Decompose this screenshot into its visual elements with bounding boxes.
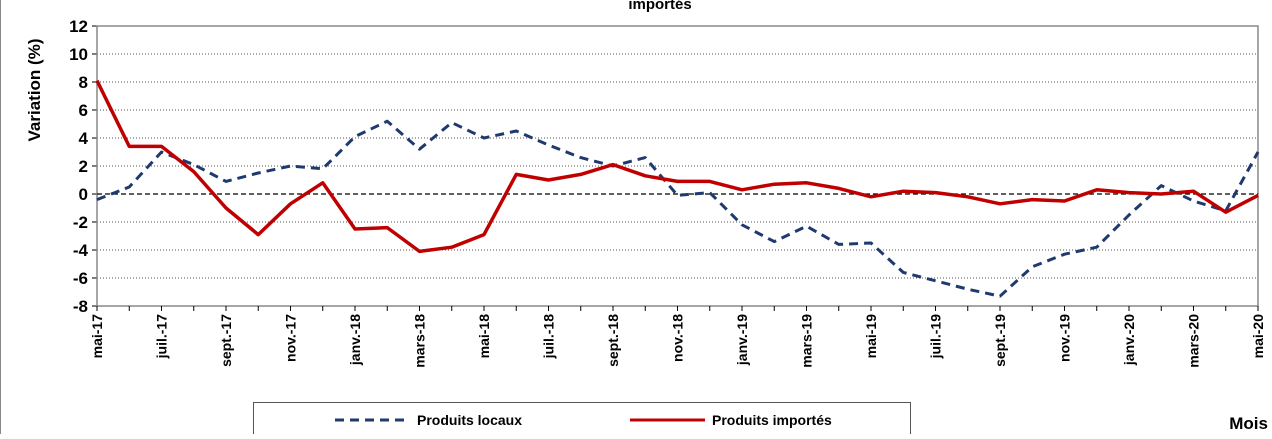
y-tick-label: -6 <box>73 269 88 288</box>
legend-box <box>253 402 911 439</box>
x-tick-label: mai-20 <box>1250 314 1266 359</box>
x-axis-label: Mois <box>1229 414 1268 433</box>
y-tick-label: 4 <box>79 129 89 148</box>
series-line <box>96 119 1260 298</box>
x-tick-label: janv.-18 <box>347 314 363 366</box>
y-tick-label: -4 <box>73 241 89 260</box>
x-tick-label: nov.-17 <box>283 314 299 362</box>
y-tick-label: 6 <box>79 101 88 120</box>
legend-label: Produits locaux <box>417 412 522 428</box>
x-tick-label: janv.-20 <box>1121 314 1137 366</box>
x-tick-label: nov.-19 <box>1057 314 1073 362</box>
x-tick-label: nov.-18 <box>670 314 686 362</box>
x-tick-label: mars-20 <box>1186 314 1202 368</box>
y-tick-label: -2 <box>73 213 88 232</box>
y-tick-label: 12 <box>69 17 88 36</box>
y-tick-label: 10 <box>69 45 88 64</box>
x-tick-label: mars-18 <box>412 314 428 368</box>
y-tick-label: 2 <box>79 157 88 176</box>
x-tick-label: janv.-19 <box>734 314 750 366</box>
y-tick-label: 8 <box>79 73 88 92</box>
y-tick-label: 0 <box>79 185 88 204</box>
series-line <box>95 79 1259 254</box>
x-tick-label: mai-18 <box>476 314 492 359</box>
x-tick-label: juil.-19 <box>928 314 944 360</box>
x-tick-label: mai-19 <box>863 314 879 359</box>
y-tick-label: -8 <box>73 297 88 316</box>
x-tick-label: mai-17 <box>89 314 105 359</box>
x-tick-label: sept.-18 <box>605 314 621 367</box>
chart-title: importés <box>628 0 691 13</box>
x-tick-label: juil.-18 <box>541 314 557 360</box>
x-tick-label: sept.-19 <box>992 314 1008 367</box>
x-tick-label: mars-19 <box>799 314 815 368</box>
x-tick-label: juil.-17 <box>154 314 170 360</box>
legend-label: Produits importés <box>712 412 832 428</box>
y-axis-label: Variation (%) <box>25 39 44 142</box>
x-tick-label: sept.-17 <box>218 314 234 367</box>
